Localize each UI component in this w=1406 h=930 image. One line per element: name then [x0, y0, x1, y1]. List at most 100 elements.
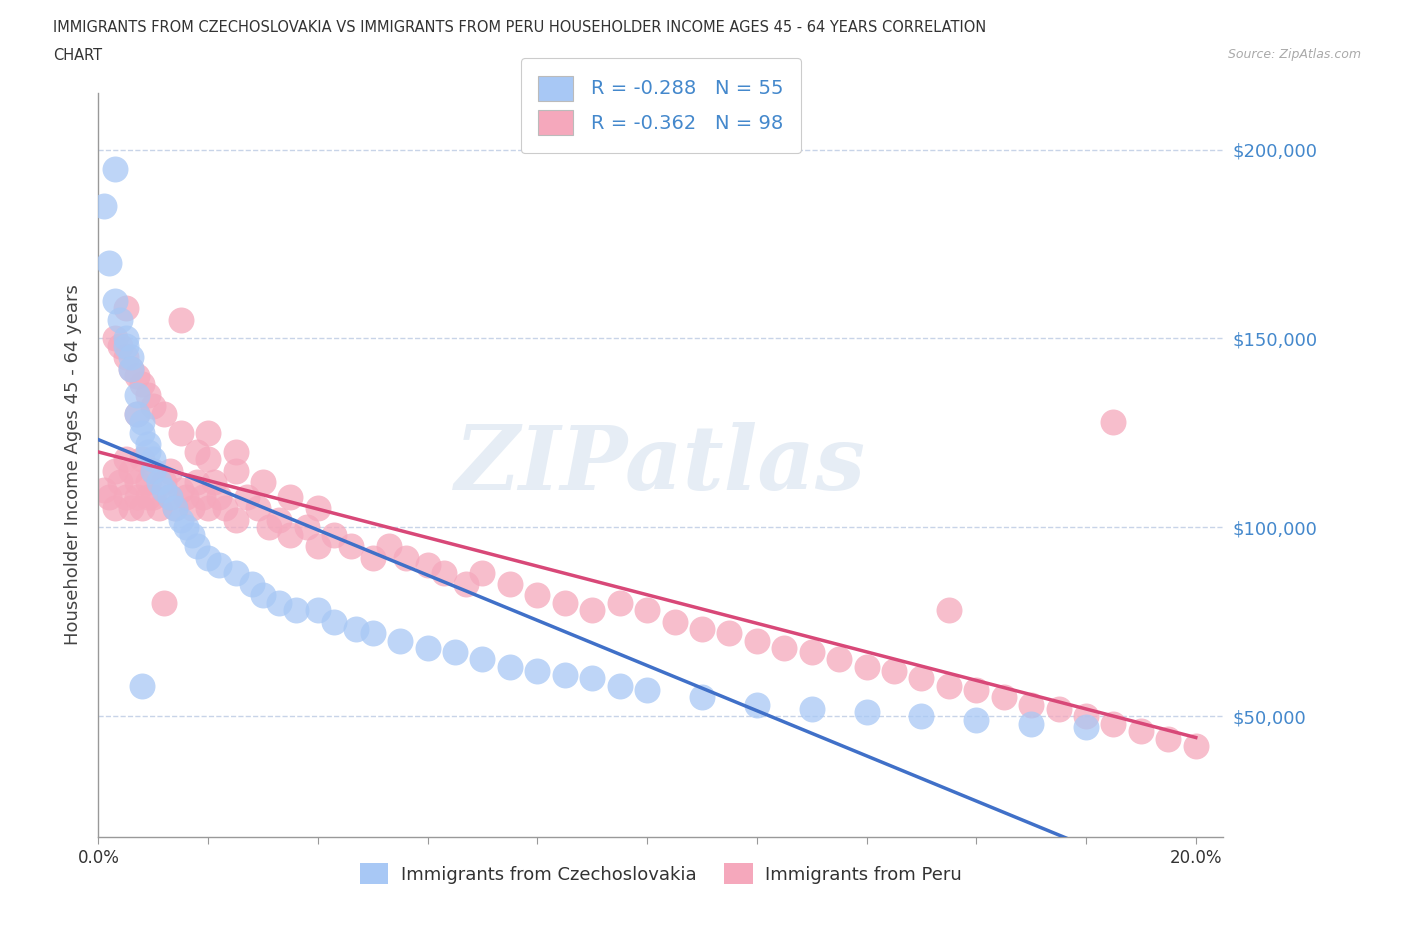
Point [197, 550, 219, 565]
Point [191, 490, 214, 505]
Point [115, 300, 138, 315]
Point [636, 683, 658, 698]
Point [153, 482, 176, 497]
Point [773, 641, 796, 656]
Point [609, 679, 631, 694]
Point [269, 512, 291, 527]
Point [136, 388, 159, 403]
Point [225, 565, 247, 580]
Point [993, 690, 1015, 705]
Point [581, 671, 603, 685]
Point [323, 527, 346, 542]
Point [344, 622, 367, 637]
Point [98, 256, 121, 271]
Point [745, 698, 768, 712]
Point [214, 501, 236, 516]
Point [131, 452, 153, 467]
Point [444, 644, 467, 659]
Point [125, 369, 148, 384]
Point [664, 615, 686, 630]
Point [142, 452, 165, 467]
Point [855, 659, 877, 674]
Point [93, 482, 115, 497]
Point [136, 437, 159, 452]
Point [208, 490, 231, 505]
Point [1129, 724, 1152, 738]
Point [159, 463, 181, 478]
Point [454, 577, 477, 591]
Point [165, 501, 187, 516]
Point [125, 406, 148, 421]
Point [526, 663, 548, 678]
Point [136, 445, 159, 459]
Point [125, 474, 148, 489]
Point [225, 463, 247, 478]
Point [120, 361, 142, 376]
Point [307, 538, 329, 553]
Point [131, 414, 153, 429]
Text: IMMIGRANTS FROM CZECHOSLOVAKIA VS IMMIGRANTS FROM PERU HOUSEHOLDER INCOME AGES 4: IMMIGRANTS FROM CZECHOSLOVAKIA VS IMMIGR… [53, 20, 987, 35]
Point [225, 512, 247, 527]
Point [910, 671, 932, 685]
Point [120, 501, 142, 516]
Point [718, 626, 741, 641]
Point [148, 501, 170, 516]
Point [745, 633, 768, 648]
Point [170, 512, 193, 527]
Point [174, 490, 197, 505]
Text: Source: ZipAtlas.com: Source: ZipAtlas.com [1227, 48, 1361, 61]
Point [416, 558, 439, 573]
Point [197, 425, 219, 440]
Point [110, 474, 132, 489]
Point [284, 603, 307, 618]
Point [170, 425, 193, 440]
Point [159, 490, 181, 505]
Point [125, 388, 148, 403]
Text: CHART: CHART [53, 48, 103, 63]
Point [389, 633, 412, 648]
Point [269, 595, 291, 610]
Point [142, 463, 165, 478]
Point [938, 679, 960, 694]
Point [323, 615, 346, 630]
Point [1102, 414, 1125, 429]
Point [499, 659, 522, 674]
Point [159, 490, 181, 505]
Point [554, 595, 576, 610]
Point [252, 588, 274, 603]
Point [965, 712, 987, 727]
Point [186, 538, 208, 553]
Point [1074, 709, 1097, 724]
Point [115, 331, 138, 346]
Point [361, 550, 384, 565]
Point [554, 667, 576, 682]
Point [186, 445, 208, 459]
Point [1074, 720, 1097, 735]
Point [609, 595, 631, 610]
Point [295, 520, 318, 535]
Point [136, 474, 159, 489]
Point [120, 350, 142, 365]
Point [186, 474, 208, 489]
Point [361, 626, 384, 641]
Point [115, 452, 138, 467]
Point [257, 520, 280, 535]
Point [115, 490, 138, 505]
Point [202, 474, 225, 489]
Point [1047, 701, 1070, 716]
Point [1184, 739, 1206, 754]
Point [180, 501, 202, 516]
Point [104, 331, 127, 346]
Point [471, 652, 494, 667]
Point [131, 425, 153, 440]
Point [340, 538, 363, 553]
Y-axis label: Householder Income Ages 45 - 64 years: Householder Income Ages 45 - 64 years [63, 285, 82, 645]
Point [252, 474, 274, 489]
Point [104, 293, 127, 308]
Point [208, 558, 231, 573]
Point [136, 490, 159, 505]
Point [1102, 716, 1125, 731]
Point [153, 474, 176, 489]
Point [883, 663, 905, 678]
Point [110, 339, 132, 353]
